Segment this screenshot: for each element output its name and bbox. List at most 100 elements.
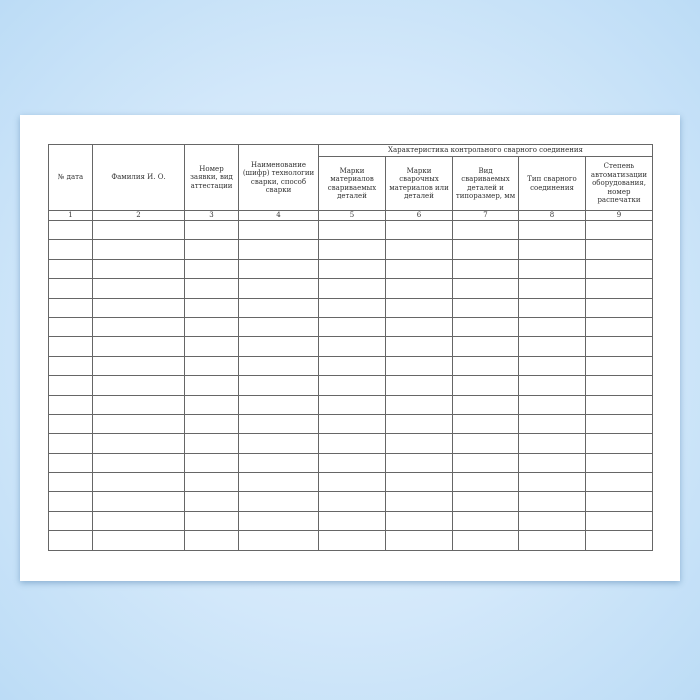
table-cell xyxy=(518,530,586,551)
table-cell xyxy=(518,375,586,396)
table-cell xyxy=(184,452,239,474)
table-cell xyxy=(452,375,519,396)
table-cell xyxy=(518,316,586,338)
col-number: 7 xyxy=(452,210,519,221)
table-cell xyxy=(92,413,185,435)
table-cell xyxy=(48,239,93,260)
table-cell xyxy=(92,375,185,396)
table-cell xyxy=(48,413,93,435)
table-cell xyxy=(585,355,653,377)
table-cell xyxy=(518,472,586,493)
table-cell xyxy=(452,472,519,493)
table-cell xyxy=(385,278,453,299)
table-cell xyxy=(585,472,653,493)
table-cell xyxy=(238,413,319,435)
table-cell xyxy=(518,433,586,454)
table-cell xyxy=(318,452,386,474)
table-cell xyxy=(385,530,453,551)
table-cell xyxy=(385,472,453,493)
welding-journal-table: № дата Фамилия И. О. Номер заявки, вид а… xyxy=(48,144,653,551)
table-cell xyxy=(518,510,586,532)
table-cell xyxy=(184,491,239,512)
table-cell xyxy=(92,336,185,357)
table-cell xyxy=(452,258,519,280)
table-row xyxy=(48,316,653,338)
table-cell xyxy=(238,258,319,280)
col-header-2: Фамилия И. О. xyxy=(92,144,185,211)
table-cell xyxy=(452,413,519,435)
table-cell xyxy=(238,355,319,377)
table-cell xyxy=(184,355,239,377)
table-cell xyxy=(318,297,386,318)
table-cell xyxy=(92,433,185,454)
table-cell xyxy=(184,316,239,338)
table-cell xyxy=(318,336,386,357)
table-cell xyxy=(184,510,239,532)
table-cell xyxy=(452,530,519,551)
table-cell xyxy=(238,530,319,551)
col-header-9: Степень автоматизации оборудования, номе… xyxy=(585,156,653,211)
col-header-1: № дата xyxy=(48,144,93,211)
col-header-8: Тип сварного соединения xyxy=(518,156,586,211)
table-cell xyxy=(452,394,519,415)
col-header-6: Марки сварочных материалов или деталей xyxy=(385,156,453,211)
table-cell xyxy=(385,239,453,260)
table-cell xyxy=(48,472,93,493)
table-row xyxy=(48,433,653,454)
table-cell xyxy=(184,219,239,241)
table-cell xyxy=(452,355,519,377)
table-cell xyxy=(92,219,185,241)
table-cell xyxy=(518,239,586,260)
table-cell xyxy=(184,278,239,299)
table-cell xyxy=(48,510,93,532)
table-cell xyxy=(318,413,386,435)
table-cell xyxy=(518,394,586,415)
table-cell xyxy=(318,491,386,512)
table-cell xyxy=(238,239,319,260)
column-number-row: 1 2 3 4 5 6 7 8 9 xyxy=(48,210,653,221)
table-cell xyxy=(318,472,386,493)
table-cell xyxy=(48,452,93,474)
table-cell xyxy=(238,316,319,338)
table-cell xyxy=(318,394,386,415)
table-cell xyxy=(452,316,519,338)
table-row xyxy=(48,375,653,396)
table-cell xyxy=(452,510,519,532)
table-cell xyxy=(452,278,519,299)
table-cell xyxy=(238,433,319,454)
table-cell xyxy=(92,394,185,415)
table-cell xyxy=(385,452,453,474)
table-cell xyxy=(48,375,93,396)
table-cell xyxy=(184,472,239,493)
table-cell xyxy=(184,336,239,357)
group-header: Характеристика контрольного сварного сое… xyxy=(318,144,653,157)
table-cell xyxy=(385,510,453,532)
table-cell xyxy=(48,355,93,377)
table-cell xyxy=(238,375,319,396)
table-cell xyxy=(92,278,185,299)
table-cell xyxy=(385,375,453,396)
table-row xyxy=(48,355,653,377)
table-cell xyxy=(585,413,653,435)
table-cell xyxy=(585,491,653,512)
table-row xyxy=(48,530,653,551)
table-cell xyxy=(318,278,386,299)
table-cell xyxy=(385,316,453,338)
table-cell xyxy=(452,491,519,512)
table-cell xyxy=(318,355,386,377)
table-row xyxy=(48,297,653,318)
table-cell xyxy=(92,491,185,512)
table-cell xyxy=(318,433,386,454)
table-cell xyxy=(48,278,93,299)
table-cell xyxy=(585,530,653,551)
table-cell xyxy=(385,258,453,280)
table-cell xyxy=(184,413,239,435)
table-cell xyxy=(238,278,319,299)
table-cell xyxy=(585,278,653,299)
table-cell xyxy=(318,316,386,338)
table-cell xyxy=(184,258,239,280)
table-cell xyxy=(585,452,653,474)
table-cell xyxy=(184,239,239,260)
table-cell xyxy=(452,239,519,260)
col-number: 8 xyxy=(518,210,586,221)
